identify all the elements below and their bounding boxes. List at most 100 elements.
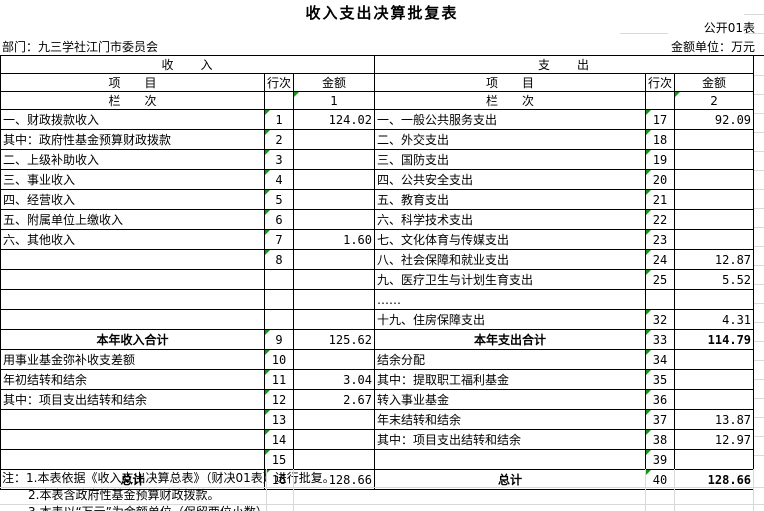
income-index-line-cell (264, 91, 294, 110)
table-row: 8 八、社会保障和就业支出 24 12.87 (0, 249, 755, 270)
income-item-cell: 年初结转和结余 (0, 369, 265, 390)
table-row: 三、事业收入 4 四、公共安全支出 20 (0, 169, 755, 190)
income-line-number-cell: 13 (264, 409, 294, 430)
income-line-number-cell (264, 309, 294, 330)
note-line: 2.本表含政府性基金预算财政拨款。 (28, 488, 220, 502)
expense-item-cell: 转入事业基金 (374, 389, 647, 410)
income-amount-cell (292, 189, 376, 210)
income-line-number-cell: 11 (264, 369, 294, 390)
expense-line-number-cell: 34 (645, 349, 676, 370)
unit-label: 金额单位：万元 (670, 40, 755, 54)
expense-amount-cell (674, 189, 755, 210)
expense-item-cell: 三、国防支出 (374, 149, 647, 170)
table-body: 一、财政拨款收入 1 124.02 一、一般公共服务支出 17 92.09 其中：政府性基金… (0, 109, 755, 490)
table-row: 六、其他收入 7 1.60 七、文化体育与传媒支出 23 (0, 229, 755, 250)
income-item-cell: 用事业基金弥补收支差额 (0, 349, 265, 370)
expense-amount-cell: 12.87 (674, 249, 755, 270)
expense-line-number-cell: 39 (645, 449, 676, 470)
income-line-number-cell: 16 (264, 469, 294, 490)
income-amount-cell (292, 349, 376, 370)
table-row: 用事业基金弥补收支差额 10 结余分配 34 (0, 349, 755, 370)
excel-gridline (0, 504, 764, 505)
income-item-cell (0, 409, 265, 430)
income-index-label: 栏 次 (0, 91, 265, 110)
expense-item-cell: 七、文化体育与传媒支出 (374, 229, 647, 250)
expense-item-cell: 十九、住房保障支出 (374, 309, 647, 330)
expense-amount-cell (674, 229, 755, 250)
income-item-cell: 五、附属单位上缴收入 (0, 209, 265, 230)
income-line-number-cell: 9 (264, 329, 294, 350)
table-row: 四、经营收入 5 五、教育支出 21 (0, 189, 755, 210)
income-line-number-cell: 1 (264, 109, 294, 130)
expense-item-cell: 六、科学技术支出 (374, 209, 647, 230)
income-line-number-cell: 8 (264, 249, 294, 270)
expense-line-number-cell: 32 (645, 309, 676, 330)
table-row: 其中：项目支出结转和结余 12 2.67 转入事业基金 36 (0, 389, 755, 410)
excel-gridline (744, 33, 764, 34)
income-item-cell: 其中：政府性基金预算财政拨款 (0, 129, 265, 150)
expense-item-cell: …… (374, 289, 647, 310)
table-row: 总计 16 128.66 总计 40 128.66 (0, 469, 755, 490)
table-row: 本年收入合计 9 125.62 本年支出合计 33 114.79 (0, 329, 755, 350)
expense-line-number-cell: 36 (645, 389, 676, 410)
income-amount-cell (292, 149, 376, 170)
expense-amount-cell (674, 369, 755, 390)
income-item-cell (0, 309, 265, 330)
column-index-row: 栏 次 1 栏 次 2 (0, 91, 755, 110)
income-line-number-cell: 4 (264, 169, 294, 190)
income-item-cell (0, 269, 265, 290)
income-amount-cell (292, 169, 376, 190)
expense-amount-cell (674, 129, 755, 150)
page-title: 收入支出决算批复表 (305, 4, 459, 22)
table-row: 14 其中：项目支出结转和结余 38 12.97 (0, 429, 755, 450)
expense-line-number-cell: 20 (645, 169, 676, 190)
expense-amount-cell: 13.87 (674, 409, 755, 430)
expense-amount-cell: 92.09 (674, 109, 755, 130)
income-amount-cell (292, 249, 376, 270)
income-item-cell: 六、其他收入 (0, 229, 265, 250)
expense-line-number-cell: 21 (645, 189, 676, 210)
income-item-col-header: 项 目 (0, 73, 265, 92)
expense-amount-cell: 4.31 (674, 309, 755, 330)
income-amount-cell (292, 129, 376, 150)
table-head-rows: 收 入 支 出 项 目 行次 金额 项 目 行次 金额 栏 次 1 栏 次 2 (0, 55, 755, 110)
expense-amount-cell: 12.97 (674, 429, 755, 450)
income-amount-cell (292, 289, 376, 310)
income-amount-cell (292, 409, 376, 430)
expense-line-number-cell: 24 (645, 249, 676, 270)
excel-gridline (744, 14, 764, 15)
expense-amount-cell (674, 209, 755, 230)
expense-amount-cell (674, 349, 755, 370)
table-row: 15 39 (0, 449, 755, 470)
expense-line-number-cell: 18 (645, 129, 676, 150)
excel-gridline (266, 469, 267, 511)
income-line-number-cell (264, 289, 294, 310)
expense-line-col-header: 行次 (645, 73, 676, 92)
income-item-cell: 三、事业收入 (0, 169, 265, 190)
expense-item-cell (374, 449, 647, 470)
note-line: 3.本表以“万元”为金额单位（保留两位小数）。 (2, 504, 762, 511)
excel-gridline (753, 469, 754, 511)
income-item-cell: 其中：项目支出结转和结余 (0, 389, 265, 410)
income-line-number-cell: 2 (264, 129, 294, 150)
table-row: …… (0, 289, 755, 310)
income-item-cell: 二、上级补助收入 (0, 149, 265, 170)
expense-line-number-cell (645, 289, 676, 310)
income-amount-cell (292, 309, 376, 330)
income-item-cell: 本年收入合计 (0, 329, 265, 350)
income-item-cell (0, 249, 265, 270)
column-header-row: 项 目 行次 金额 项 目 行次 金额 (0, 73, 755, 92)
income-line-number-cell: 3 (264, 149, 294, 170)
table-row: 一、财政拨款收入 1 124.02 一、一般公共服务支出 17 92.09 (0, 109, 755, 130)
income-line-number-cell: 7 (264, 229, 294, 250)
table-row: 五、附属单位上缴收入 6 六、科学技术支出 22 (0, 209, 755, 230)
income-item-cell (0, 429, 265, 450)
expense-amount-col-header: 金额 (674, 73, 755, 92)
income-col-number: 1 (292, 91, 376, 110)
expense-amount-cell: 5.52 (674, 269, 755, 290)
expense-item-cell: 结余分配 (374, 349, 647, 370)
expense-line-number-cell: 23 (645, 229, 676, 250)
income-amount-cell: 125.62 (292, 329, 376, 350)
income-amount-cell (292, 269, 376, 290)
